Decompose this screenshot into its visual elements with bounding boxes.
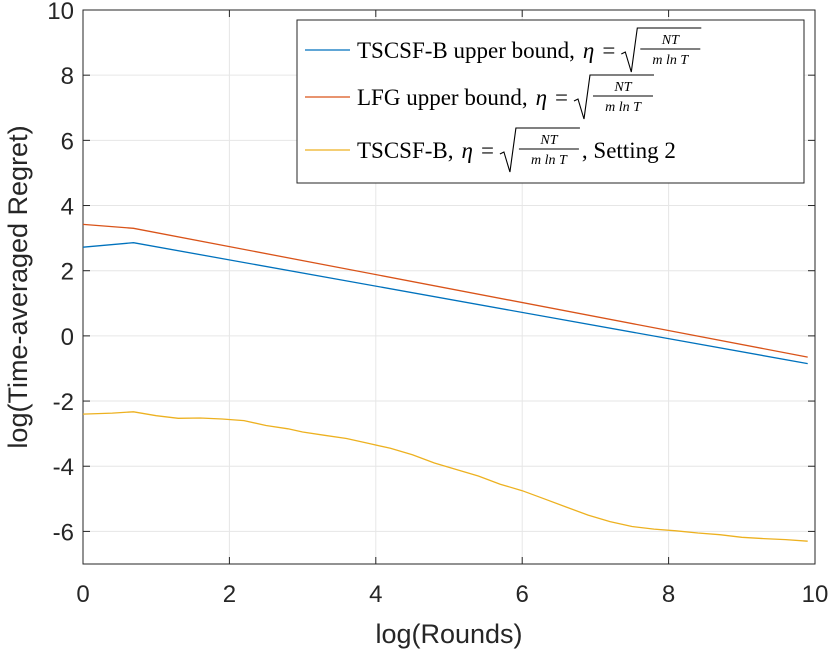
y-tick-label: 8	[61, 63, 74, 90]
legend-label-3: TSCSF-B,	[357, 138, 454, 163]
y-tick-label: -6	[53, 519, 74, 546]
y-tick-label: 4	[61, 194, 74, 221]
legend: TSCSF-B upper bound, η = NT m ln T LFG upper …	[296, 19, 805, 184]
series-lines	[82, 223, 808, 542]
y-tick-label: 6	[61, 128, 74, 155]
y-tick-label: 2	[61, 259, 74, 286]
legend-label-1: TSCSF-B upper bound,	[357, 38, 575, 63]
series-line-1	[82, 242, 808, 365]
legend-sqrt-icon	[573, 74, 654, 120]
legend-equals: =	[481, 138, 494, 163]
y-tick-label: 0	[61, 324, 74, 351]
x-tick-labels: 0 2 4 6 8 10	[76, 581, 828, 608]
legend-equals: =	[602, 38, 615, 63]
legend-label-2: LFG upper bound,	[357, 85, 528, 110]
y-axis-label: log(Time-averaged Regret)	[3, 125, 33, 448]
legend-box	[296, 19, 805, 184]
grid	[82, 9, 816, 564]
x-tick-label: 10	[802, 581, 829, 608]
legend-frac-denominator: m ln T	[531, 153, 568, 168]
x-tick-label: 8	[662, 581, 675, 608]
plot-area-frame	[82, 9, 816, 565]
legend-sqrt-icon	[499, 127, 580, 173]
x-tick-label: 2	[223, 581, 236, 608]
legend-equals: =	[555, 85, 568, 110]
legend-suffix-3: , Setting 2	[582, 138, 676, 163]
y-tick-labels: -6 -4 -2 0 2 4 6 8 10	[47, 0, 74, 546]
y-tick-label: -2	[53, 389, 74, 416]
y-tick-label: 10	[47, 0, 74, 25]
x-axis-label: log(Rounds)	[375, 619, 522, 649]
legend-frac-denominator: m ln T	[605, 100, 642, 115]
x-tick-label: 4	[369, 581, 382, 608]
x-tick-label: 6	[516, 581, 529, 608]
legend-eta: η	[536, 85, 547, 110]
legend-frac-numerator: NT	[613, 80, 632, 95]
legend-sqrt-icon	[621, 27, 702, 73]
legend-frac-denominator: m ln T	[652, 53, 689, 68]
x-tick-label: 0	[76, 581, 89, 608]
y-tick-label: -4	[53, 454, 74, 481]
series-line-2	[82, 223, 808, 358]
legend-eta: η	[583, 38, 594, 63]
legend-eta: η	[462, 138, 473, 163]
legend-frac-numerator: NT	[539, 133, 558, 148]
series-line-3	[82, 411, 808, 542]
legend-frac-numerator: NT	[661, 33, 680, 48]
